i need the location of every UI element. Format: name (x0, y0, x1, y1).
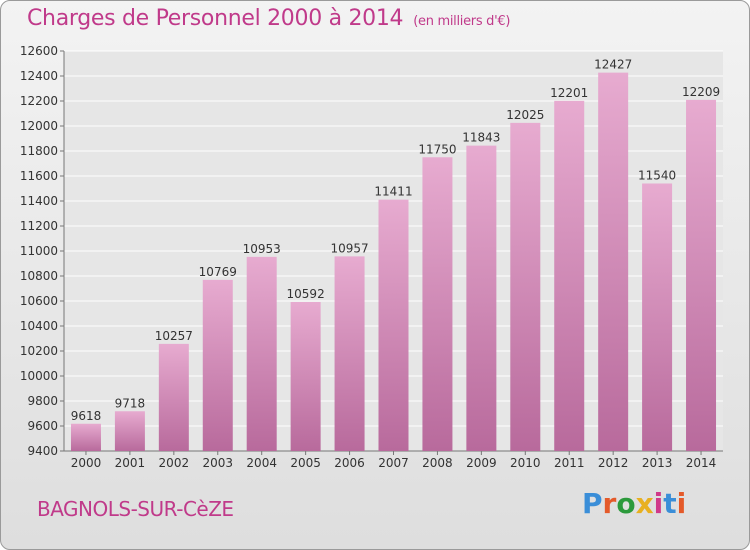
logo-letter: i (653, 487, 664, 520)
data-label: 10957 (330, 241, 368, 255)
x-tick-label: 2006 (334, 456, 365, 470)
bar (686, 99, 717, 451)
y-tick-label: 11200 (20, 219, 58, 233)
x-tick-label: 2007 (378, 456, 409, 470)
data-label: 9618 (71, 409, 102, 423)
y-tick-label: 12000 (20, 119, 58, 133)
data-label: 11750 (418, 142, 456, 156)
x-tick-label: 2008 (422, 456, 453, 470)
y-tick-label: 10200 (20, 344, 58, 358)
x-tick-label: 2001 (115, 456, 146, 470)
x-tick-label: 2014 (686, 456, 717, 470)
bar (642, 183, 673, 451)
bar (466, 145, 497, 451)
logo-letter: i (676, 487, 687, 520)
x-tick-label: 2004 (246, 456, 277, 470)
data-label: 11540 (638, 169, 676, 183)
y-tick-label: 9800 (27, 394, 58, 408)
y-tick-label: 12200 (20, 94, 58, 108)
y-tick-label: 10600 (20, 294, 58, 308)
data-label: 10953 (243, 242, 281, 256)
data-label: 10592 (287, 287, 325, 301)
logo-letter: t (663, 487, 677, 520)
logo-letter: r (602, 487, 617, 520)
bar (70, 423, 101, 451)
bar (158, 343, 189, 451)
logo-letter: x (635, 487, 654, 520)
data-label: 11843 (462, 131, 500, 145)
bar (510, 122, 541, 451)
y-tick-label: 11000 (20, 244, 58, 258)
logo-letter: P (582, 487, 603, 520)
x-tick-label: 2010 (510, 456, 541, 470)
bar (378, 199, 409, 451)
y-tick-label: 11800 (20, 144, 58, 158)
data-label: 12427 (594, 58, 632, 72)
bar (202, 279, 233, 451)
x-tick-label: 2011 (554, 456, 585, 470)
bar (114, 411, 145, 451)
x-tick-label: 2002 (159, 456, 190, 470)
proxiti-logo: Proxiti (582, 487, 686, 520)
x-tick-label: 2013 (642, 456, 673, 470)
y-tick-label: 12600 (20, 44, 58, 58)
bar (290, 302, 321, 451)
bar (554, 100, 585, 451)
chart-title: Charges de Personnel 2000 à 2014 (en mill… (27, 6, 510, 31)
data-label: 12025 (506, 108, 544, 122)
bar (246, 256, 277, 451)
chart-title-text: Charges de Personnel 2000 à 2014 (27, 6, 404, 31)
y-tick-label: 11400 (20, 194, 58, 208)
x-tick-label: 2000 (71, 456, 102, 470)
data-label: 11411 (374, 185, 412, 199)
x-tick-label: 2009 (466, 456, 497, 470)
bar (422, 157, 453, 451)
logo-letter: o (616, 487, 636, 520)
city-name: BAGNOLS-SUR-CèZE (37, 497, 234, 521)
y-tick-label: 10000 (20, 369, 58, 383)
data-label: 12209 (682, 85, 720, 99)
data-label: 10769 (199, 265, 237, 279)
y-tick-label: 9400 (27, 444, 58, 458)
y-tick-label: 9600 (27, 419, 58, 433)
y-tick-label: 10800 (20, 269, 58, 283)
y-tick-label: 12400 (20, 69, 58, 83)
data-label: 10257 (155, 329, 193, 343)
y-tick-label: 11600 (20, 169, 58, 183)
x-tick-label: 2005 (290, 456, 321, 470)
chart-subtitle: (en milliers d'€) (413, 14, 511, 29)
bar (334, 256, 365, 451)
x-tick-label: 2003 (202, 456, 233, 470)
y-tick-label: 10400 (20, 319, 58, 333)
data-label: 12201 (550, 86, 588, 100)
data-label: 9718 (115, 396, 146, 410)
bar (598, 72, 629, 451)
x-tick-label: 2012 (598, 456, 629, 470)
